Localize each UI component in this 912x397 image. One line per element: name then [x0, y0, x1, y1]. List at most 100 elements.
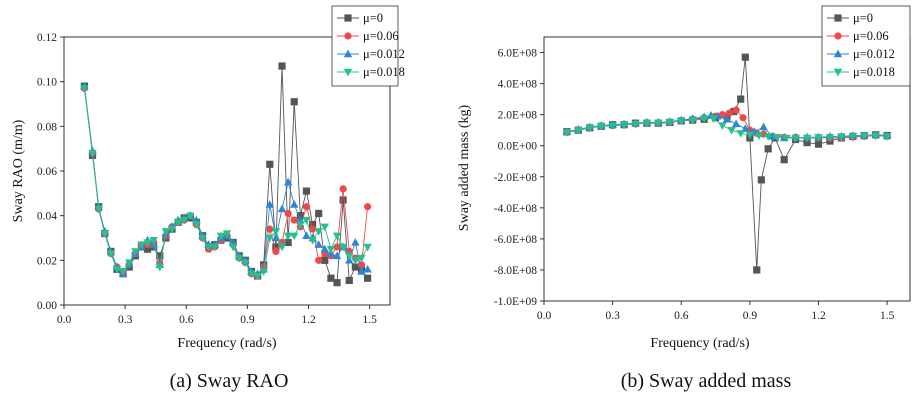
y-tick-label: 0.0E+00	[498, 141, 538, 153]
data-point	[259, 268, 268, 276]
data-point	[155, 263, 164, 272]
data-point	[339, 196, 347, 204]
data-point	[631, 120, 640, 129]
legend-entry: μ=0.018	[827, 65, 895, 79]
data-point	[339, 185, 347, 193]
data-point	[131, 248, 140, 256]
data-point	[204, 243, 213, 252]
data-point	[882, 133, 892, 141]
legend-entry: μ=0	[337, 11, 383, 25]
x-axis-label: Frequency (rad/s)	[650, 336, 749, 351]
x-tick-label: 0.0	[57, 314, 72, 326]
data-point	[314, 240, 323, 248]
series-3	[562, 115, 892, 143]
data-point	[118, 268, 128, 276]
x-tick-label: 0.6	[179, 314, 194, 326]
data-point	[871, 132, 880, 141]
data-point	[754, 132, 764, 141]
data-point	[265, 200, 274, 208]
x-tick-label: 0.3	[118, 314, 133, 326]
data-point	[321, 256, 329, 264]
data-point	[825, 133, 835, 142]
data-point	[654, 119, 663, 128]
data-point	[739, 114, 747, 122]
legend-entry: μ=0.018	[337, 65, 405, 79]
data-point	[186, 212, 195, 221]
data-point	[782, 134, 791, 143]
caption: (b) Sway added mass	[621, 370, 792, 392]
data-point	[619, 121, 629, 130]
data-point	[125, 259, 134, 267]
data-point	[290, 200, 299, 208]
data-point	[94, 205, 103, 214]
data-point	[143, 239, 152, 247]
data-point	[780, 156, 788, 164]
data-point	[773, 133, 782, 142]
legend-label: μ=0	[853, 11, 873, 25]
data-point	[333, 243, 341, 251]
data-point	[722, 114, 732, 123]
data-point	[699, 115, 709, 123]
y-tick-label: 0.02	[37, 255, 57, 267]
y-axis-label: Sway added mass (kg)	[457, 104, 472, 231]
data-point	[210, 243, 219, 252]
data-point	[363, 274, 372, 282]
data-point	[574, 126, 583, 135]
data-point	[235, 254, 244, 263]
data-point	[137, 241, 146, 250]
x-tick-label: 1.2	[811, 310, 826, 322]
data-point	[757, 176, 765, 184]
series-3	[80, 85, 372, 281]
data-point	[741, 53, 749, 61]
y-tick-label: -6.0E+08	[494, 234, 537, 246]
legend-marker	[833, 68, 843, 77]
axis-ticks: 0.0 0.3 0.6 0.9 1.2 1.5 -1.0E+09 -8.0E+08 -6.0E+…	[494, 48, 895, 322]
x-tick-label: 0.6	[674, 310, 689, 322]
y-tick-label: 0.00	[37, 300, 57, 312]
data-point	[247, 270, 256, 279]
data-point	[332, 251, 342, 260]
y-tick-label: 0.08	[37, 121, 57, 133]
data-point	[802, 134, 812, 143]
caption: (a) Sway RAO	[170, 370, 289, 392]
chart-sway-rao: 0.0 0.3 0.6 0.9 1.2 1.5 0.00 0.02 0.04 0.06 0.08 0.…	[11, 5, 405, 392]
data-point	[167, 225, 177, 234]
x-tick-label: 0.9	[743, 310, 758, 322]
legend-entry: μ=0.012	[337, 47, 405, 61]
legend-marker	[344, 14, 352, 22]
data-point	[192, 221, 201, 229]
y-axis-label: Sway RAO (m/m)	[11, 119, 26, 222]
data-point	[271, 228, 281, 236]
data-point	[180, 216, 189, 225]
data-point	[596, 123, 606, 131]
data-point	[302, 203, 311, 211]
data-point	[763, 133, 773, 141]
y-tick-label: 2.0E+08	[498, 110, 538, 122]
data-point	[143, 245, 152, 253]
legend-marker	[834, 14, 842, 22]
data-point	[272, 247, 280, 255]
legend-entry: μ=0	[827, 11, 873, 25]
data-point	[725, 109, 733, 117]
data-point	[357, 267, 366, 275]
data-point	[315, 209, 323, 218]
data-point	[161, 228, 171, 236]
x-tick-label: 1.2	[301, 314, 316, 326]
legend-label: μ=0.06	[363, 29, 399, 43]
y-tick-label: -4.0E+08	[494, 203, 537, 215]
data-point	[302, 216, 311, 225]
x-axis-label: Frequency (rad/s)	[177, 336, 276, 351]
data-point	[677, 117, 686, 126]
data-point	[100, 230, 109, 238]
legend-box	[331, 5, 399, 87]
data-point	[302, 187, 311, 195]
y-tick-label: -8.0E+08	[494, 265, 537, 277]
data-point	[198, 234, 207, 243]
data-point	[290, 216, 298, 224]
legend-marker	[833, 49, 843, 58]
data-point	[333, 279, 341, 287]
data-point	[709, 115, 718, 123]
data-point	[753, 266, 761, 274]
data-point	[803, 139, 811, 147]
